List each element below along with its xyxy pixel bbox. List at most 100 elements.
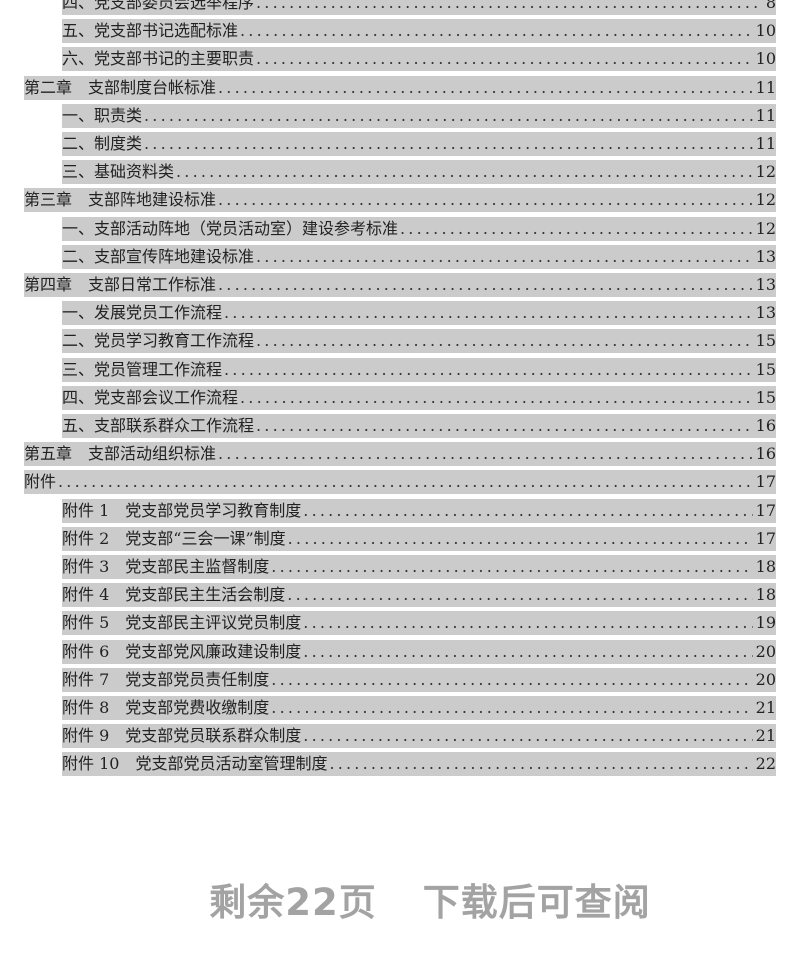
toc-entry-title: 附件 7 党支部党员责任制度 xyxy=(62,669,270,689)
toc-entry-title: 一、发展党员工作流程 xyxy=(62,303,223,323)
dot-leader: ........................................… xyxy=(303,726,752,746)
toc-page-number: 21 xyxy=(755,698,776,717)
toc-entry-title: 附件 9 党支部党员联系群众制度 xyxy=(62,726,302,746)
toc-section-entry[interactable]: 四、党支部会议工作流程.............................… xyxy=(62,385,776,410)
toc-page-number: 19 xyxy=(755,613,776,633)
download-prompt[interactable]: 剩余22页 下载后可查阅 xyxy=(0,872,800,926)
toc-section-entry[interactable]: 三、基础资料类 ................................… xyxy=(62,160,776,185)
dot-leader: ........................................… xyxy=(287,528,753,548)
toc-page-number: 8 xyxy=(765,0,776,12)
toc-section-entry[interactable]: 四、党支部委员会选举程序............................… xyxy=(62,0,776,15)
toc-page-number: 21 xyxy=(755,726,776,746)
toc-page-number: 13 xyxy=(755,246,776,266)
toc-page-number: 12 xyxy=(755,218,776,238)
toc-section-entry[interactable]: 附件 3 党支部民主监督制度 .........................… xyxy=(62,555,776,579)
toc-section-entry[interactable]: 一、职责类 ..................................… xyxy=(62,103,776,128)
toc-entry-title: 第二章 支部制度台帐标准 xyxy=(24,77,217,97)
toc-entry-title: 一、职责类 xyxy=(62,105,143,125)
toc-entry-title: 一、支部活动阵地（党员活动室）建设参考标准 xyxy=(62,218,399,238)
dot-leader: ........................................… xyxy=(144,105,753,125)
dot-leader: ........................................… xyxy=(271,669,752,689)
toc-section-entry[interactable]: 一、发展党员工作流程..............................… xyxy=(62,301,776,326)
toc-entry-title: 附件 xyxy=(24,472,57,492)
dot-leader: ........................................… xyxy=(271,557,752,576)
toc-entry-title: 附件 2 党支部“三会一课”制度 xyxy=(62,528,286,548)
dot-leader: ........................................… xyxy=(240,21,753,41)
toc-page-number: 22 xyxy=(755,754,776,774)
toc-page-number: 17 xyxy=(755,472,776,492)
dot-leader: ........................................… xyxy=(224,303,753,323)
dot-leader: ........................................… xyxy=(303,500,752,520)
toc-section-entry[interactable]: 五、党支部书记选配标准.............................… xyxy=(62,19,776,44)
toc-entry-title: 附件 4 党支部民主生活会制度 xyxy=(62,585,286,605)
dot-leader: ........................................… xyxy=(256,0,763,12)
toc-page-number: 15 xyxy=(755,387,776,407)
toc-page-number: 11 xyxy=(755,134,776,153)
toc-entry-title: 第三章 支部阵地建设标准 xyxy=(24,190,217,210)
toc-section-entry[interactable]: 一、支部活动阵地（党员活动室）建设参考标准 ..................… xyxy=(62,216,776,241)
dot-leader: ........................................… xyxy=(240,387,753,407)
dot-leader: ........................................… xyxy=(287,585,752,605)
toc-entry-title: 二、党员学习教育工作流程 xyxy=(62,331,255,351)
toc-section-entry[interactable]: 二、制度类 ..................................… xyxy=(62,132,776,156)
dot-leader: ........................................… xyxy=(176,162,753,182)
toc-section-entry[interactable]: 附件 7 党支部党员责任制度 .........................… xyxy=(62,667,776,692)
remaining-pages-text: 剩余22页 xyxy=(209,881,377,924)
toc-chapter-entry[interactable]: 第五章 支部活动组织标准............................… xyxy=(24,442,776,467)
toc-page-number: 17 xyxy=(755,500,776,520)
toc-section-entry[interactable]: 附件 1 党支部党员学习教育制度 .......................… xyxy=(62,498,776,523)
toc-page-number: 11 xyxy=(755,105,776,125)
toc-page-number: 18 xyxy=(755,557,776,576)
toc-chapter-entry[interactable]: 第三章 支部阵地建设标准............................… xyxy=(24,188,776,213)
toc-page-number: 15 xyxy=(755,331,776,351)
toc-page-number: 12 xyxy=(755,190,776,210)
toc-entry-title: 附件 3 党支部民主监督制度 xyxy=(62,557,270,576)
toc-section-entry[interactable]: 二、党员学习教育工作流程............................… xyxy=(62,329,776,354)
toc-section-entry[interactable]: 五、支部联系群众工作流程............................… xyxy=(62,414,776,438)
toc-page-number: 10 xyxy=(755,49,776,69)
toc-page-number: 10 xyxy=(755,21,776,41)
dot-leader: ........................................… xyxy=(256,416,753,435)
toc-section-entry[interactable]: 附件 9 党支部党员联系群众制度 .......................… xyxy=(62,724,776,749)
dot-leader: ........................................… xyxy=(218,275,753,294)
download-to-view-text[interactable]: 下载后可查阅 xyxy=(422,881,651,924)
toc-section-entry[interactable]: 附件 6 党支部党风廉政建设制度 .......................… xyxy=(62,639,776,664)
toc-entry-title: 五、党支部书记选配标准 xyxy=(62,21,239,41)
toc-page-number: 20 xyxy=(755,669,776,689)
toc-section-entry[interactable]: 二、支部宣传阵地建设标准............................… xyxy=(62,244,776,269)
dot-leader: ........................................… xyxy=(144,134,753,153)
toc-page-number: 13 xyxy=(755,303,776,323)
dot-leader: ........................................… xyxy=(329,754,753,774)
toc-section-entry[interactable]: 三、党员管理工作流程..............................… xyxy=(62,357,776,382)
dot-leader: ........................................… xyxy=(303,613,752,633)
dot-leader: ........................................… xyxy=(400,218,753,238)
toc-section-entry[interactable]: 附件 2 党支部“三会一课”制度 .......................… xyxy=(62,526,776,551)
dot-leader: ........................................… xyxy=(303,641,752,661)
toc-section-entry[interactable]: 六、党支部书记的主要职责............................… xyxy=(62,47,776,72)
toc-entry-title: 三、基础资料类 xyxy=(62,162,175,182)
toc-entry-title: 附件 6 党支部党风廉政建设制度 xyxy=(62,641,302,661)
toc-page-number: 20 xyxy=(755,641,776,661)
toc-page-number: 13 xyxy=(755,275,776,294)
dot-leader: ........................................… xyxy=(224,359,753,379)
toc-chapter-entry[interactable]: 附件......................................… xyxy=(24,470,776,495)
dot-leader: ........................................… xyxy=(256,331,753,351)
toc-page-number: 12 xyxy=(755,162,776,182)
dot-leader: ........................................… xyxy=(271,698,752,717)
toc-chapter-entry[interactable]: 第四章 支部日常工作标准............................… xyxy=(24,273,776,297)
toc-entry-title: 五、支部联系群众工作流程 xyxy=(62,416,255,435)
toc-page-number: 17 xyxy=(755,528,776,548)
toc-entry-title: 附件 1 党支部党员学习教育制度 xyxy=(62,500,302,520)
toc-entry-title: 三、党员管理工作流程 xyxy=(62,359,223,379)
toc-page-number: 16 xyxy=(755,444,776,464)
toc-page-number: 18 xyxy=(755,585,776,605)
toc-entry-title: 第四章 支部日常工作标准 xyxy=(24,275,217,294)
toc-entry-title: 六、党支部书记的主要职责 xyxy=(62,49,255,69)
toc-section-entry[interactable]: 附件 10 党支部党员活动室管理制度 .....................… xyxy=(62,752,776,777)
toc-entry-title: 第五章 支部活动组织标准 xyxy=(24,444,217,464)
toc-chapter-entry[interactable]: 第二章 支部制度台帐标准............................… xyxy=(24,75,776,100)
dot-leader: ........................................… xyxy=(218,190,753,210)
toc-section-entry[interactable]: 附件 4 党支部民主生活会制度 ........................… xyxy=(62,583,776,608)
toc-section-entry[interactable]: 附件 8 党支部党费收缴制度 .........................… xyxy=(62,696,776,720)
toc-section-entry[interactable]: 附件 5 党支部民主评议党员制度 .......................… xyxy=(62,611,776,636)
